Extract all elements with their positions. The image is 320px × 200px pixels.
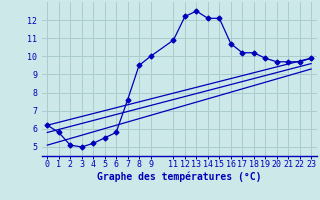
X-axis label: Graphe des températures (°C): Graphe des températures (°C): [97, 172, 261, 182]
